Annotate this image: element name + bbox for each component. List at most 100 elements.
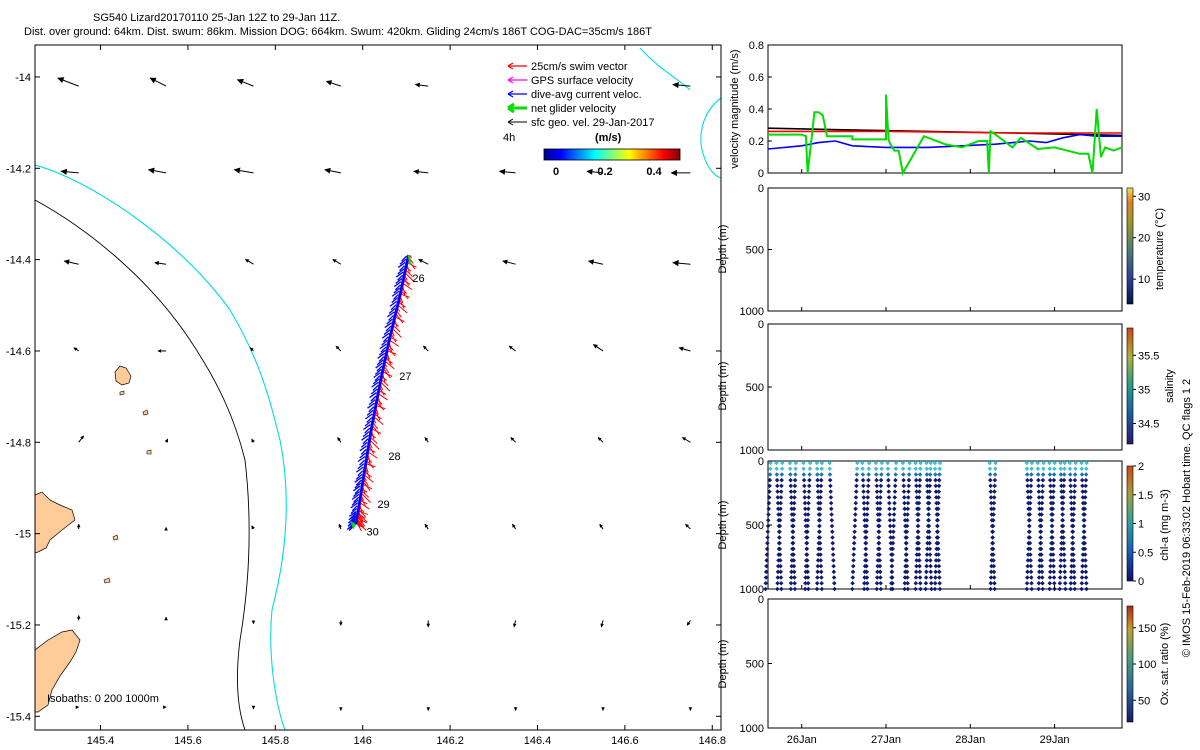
salinity-panel: 0 500 1000 Depth (m) 34.5 35 35.5 salinity — [717, 319, 1176, 457]
chla-sample — [873, 466, 879, 471]
chla-sample — [1060, 518, 1065, 523]
swim-vector — [374, 414, 382, 420]
colorbar-tick-label: 100 — [1138, 659, 1156, 671]
depth-tick-label: 1000 — [740, 445, 764, 457]
swim-vector — [374, 417, 384, 425]
chla-sample — [925, 535, 930, 540]
chla-sample — [862, 563, 868, 569]
swim-vector — [385, 361, 395, 370]
chla-sample — [932, 581, 938, 586]
chla-sample — [818, 495, 823, 500]
velocity-tick-label: 0 — [758, 168, 764, 180]
chla-sample — [861, 495, 867, 500]
chla-sample — [1069, 563, 1074, 569]
colorbar-tick: 0 — [553, 166, 559, 178]
chla-sample — [925, 483, 930, 489]
dac-vector — [395, 284, 401, 291]
chla-sample — [1071, 563, 1077, 569]
swim-vector — [376, 405, 386, 410]
surface-velocity-vector — [163, 705, 167, 709]
chla-sample — [827, 460, 832, 466]
chla-sample — [1072, 483, 1077, 489]
chla-sample — [890, 552, 895, 557]
chla-sample — [802, 495, 808, 500]
swim-vector — [364, 474, 374, 483]
chla-sample — [775, 495, 781, 500]
surface-velocity-vector — [164, 438, 169, 443]
chla-sample — [1037, 569, 1042, 575]
figure-subtitle: Dist. over ground: 64km. Dist. swum: 86k… — [24, 26, 652, 38]
chla-sample — [927, 477, 933, 483]
swim-vector — [358, 514, 368, 523]
chla-sample — [791, 500, 797, 506]
dac-vector — [391, 290, 400, 297]
chla-sample — [903, 563, 908, 569]
chla-sample — [901, 489, 907, 494]
oxygen-axes — [767, 598, 1123, 729]
surface-velocity-vector — [76, 614, 81, 621]
chla-sample — [787, 466, 793, 471]
chla-sample — [924, 466, 929, 471]
chla-sample — [1072, 477, 1078, 483]
chla-sample — [989, 546, 995, 552]
map-x-tick-label: 146.2 — [436, 735, 464, 747]
chla-sample — [865, 483, 871, 489]
chla-sample — [889, 581, 894, 586]
chla-sample — [905, 512, 910, 517]
chla-sample — [1061, 483, 1067, 489]
chla-sample — [860, 460, 865, 466]
chla-sample — [917, 483, 922, 489]
colorbar-tick-label: 2 — [1138, 461, 1144, 473]
dac-vector — [388, 314, 394, 321]
chla-sample — [1079, 460, 1084, 466]
chla-sample — [927, 552, 933, 557]
chla-sample — [807, 466, 813, 471]
chla-sample — [789, 500, 794, 506]
velocity-tick-label: 0.2 — [749, 136, 764, 148]
chla-sample — [1040, 483, 1045, 489]
chla-sample — [766, 500, 772, 506]
chla-sample — [991, 512, 996, 517]
chla-sample — [1025, 563, 1030, 569]
chla-sample — [1068, 483, 1073, 489]
chla-sample — [851, 546, 857, 552]
chla-sample — [790, 546, 795, 552]
chla-sample — [779, 477, 784, 483]
chla-sample — [932, 466, 938, 471]
chla-sample — [827, 466, 833, 471]
chla-sample — [766, 506, 771, 512]
chla-sample — [937, 581, 942, 586]
swim-vector — [370, 440, 380, 450]
dac-vector — [360, 441, 368, 448]
chla-sample — [937, 472, 942, 477]
map-y-tick-label: -15.2 — [6, 620, 31, 632]
chla-sample — [1029, 586, 1035, 592]
chla-sample — [1027, 518, 1032, 523]
chla-sample — [1068, 586, 1073, 592]
chla-sample — [1040, 489, 1045, 494]
chla-sample — [1067, 472, 1073, 477]
legend-label: 25cm/s swim vector — [531, 61, 628, 73]
chla-profile — [902, 460, 912, 592]
chla-sample — [918, 466, 923, 471]
swim-vector — [356, 524, 364, 528]
chla-sample — [888, 586, 894, 592]
chla-sample — [924, 460, 929, 466]
legend-label: sfc geo. vel. 29-Jan-2017 — [531, 117, 655, 129]
chla-sample — [917, 489, 922, 494]
chla-sample — [990, 535, 995, 540]
chla-sample — [987, 460, 992, 466]
chla-sample — [885, 466, 891, 471]
swim-vector — [365, 466, 369, 473]
chla-sample — [1038, 523, 1044, 529]
temperature-cblabel: temperature (°C) — [1154, 208, 1166, 290]
swim-vector — [376, 402, 385, 411]
surface-velocity-vector — [587, 259, 604, 265]
surface-velocity-vector — [424, 523, 429, 530]
chla-sample — [902, 575, 908, 580]
chla-sample — [878, 477, 884, 483]
chla-sample — [933, 563, 939, 569]
chla-sample — [829, 506, 834, 512]
swim-vector — [357, 519, 363, 524]
swim-vector — [398, 302, 406, 308]
